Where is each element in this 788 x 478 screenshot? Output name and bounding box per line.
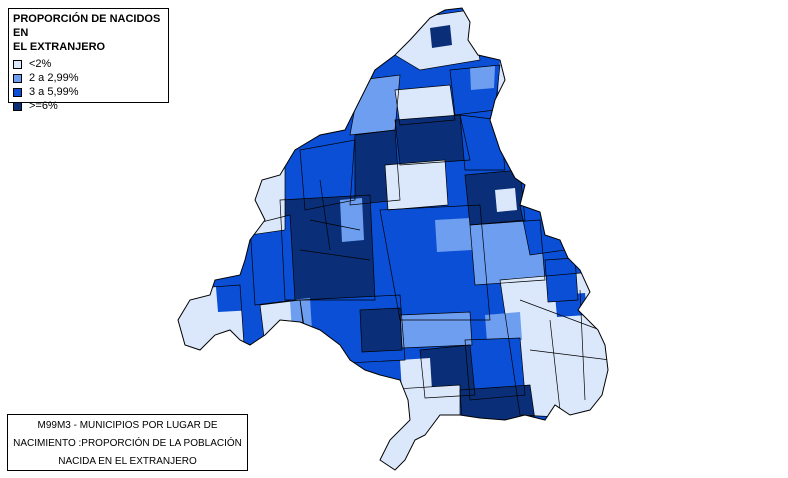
legend-label-3-599: 3 a 5,99% bbox=[29, 86, 79, 98]
legend-swatch-2-299 bbox=[13, 73, 22, 83]
legend-item-gte6: >=6% bbox=[13, 99, 164, 113]
legend-label-gte6: >=6% bbox=[29, 100, 58, 112]
legend-swatch-lt2 bbox=[13, 59, 22, 69]
caption-line1: M99M3 - MUNICIPIOS POR LUGAR DE bbox=[37, 420, 218, 431]
caption-line2: NACIMIENTO :PROPORCIÓN DE LA POBLACIÓN bbox=[13, 438, 242, 449]
legend-label-2-299: 2 a 2,99% bbox=[29, 72, 79, 84]
legend-label-lt2: <2% bbox=[29, 58, 52, 70]
legend-title-line1: PROPORCIÓN DE NACIDOS EN bbox=[13, 13, 161, 39]
legend-item-lt2: <2% bbox=[13, 57, 164, 71]
caption-line3: NACIDA EN EL EXTRANJERO bbox=[58, 456, 197, 467]
map-legend: PROPORCIÓN DE NACIDOS EN EL EXTRANJERO <… bbox=[8, 8, 169, 112]
legend-swatch-gte6 bbox=[13, 101, 22, 111]
legend-title: PROPORCIÓN DE NACIDOS EN EL EXTRANJERO bbox=[13, 12, 164, 54]
legend-swatch-3-599 bbox=[13, 87, 22, 97]
map-caption: M99M3 - MUNICIPIOS POR LUGAR DE NACIMIEN… bbox=[7, 414, 248, 471]
legend-item-2-299: 2 a 2,99% bbox=[13, 71, 164, 85]
legend-title-line2: EL EXTRANJERO bbox=[13, 41, 106, 53]
legend-item-3-599: 3 a 5,99% bbox=[13, 85, 164, 99]
